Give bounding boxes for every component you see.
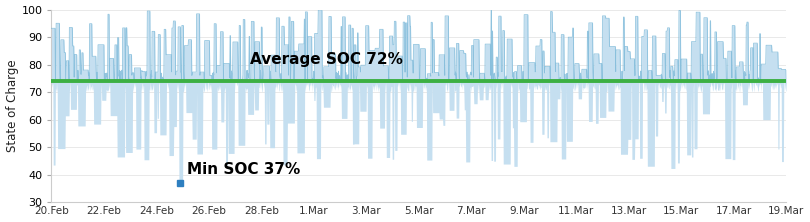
Text: Min SOC 37%: Min SOC 37% [187,163,301,178]
Y-axis label: State of Charge: State of Charge [6,59,19,152]
Text: Average SOC 72%: Average SOC 72% [249,52,403,67]
